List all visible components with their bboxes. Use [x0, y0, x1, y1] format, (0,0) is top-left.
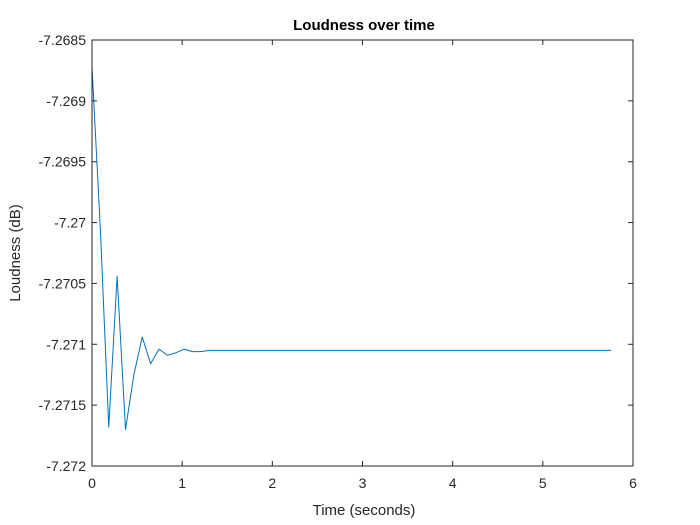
- y-axis-label: Loudness (dB): [7, 204, 24, 302]
- loudness-series-line: [91, 66, 612, 430]
- x-tick-label: 1: [178, 475, 186, 491]
- x-axis-label: Time (seconds): [313, 502, 416, 519]
- x-tick-label: 5: [539, 475, 547, 491]
- y-tick-label: -7.27: [54, 215, 86, 231]
- x-tick-label: 3: [359, 475, 367, 491]
- x-tick-label: 2: [268, 475, 276, 491]
- y-tick-label: -7.2685: [39, 32, 87, 48]
- y-tick-label: -7.2705: [39, 275, 87, 291]
- x-tick-label: 6: [629, 475, 637, 491]
- y-tick-label: -7.272: [46, 458, 86, 474]
- y-tick-label: -7.269: [46, 93, 86, 109]
- y-tick-label: -7.2715: [39, 397, 87, 413]
- y-tick-label: -7.2695: [39, 154, 87, 170]
- plot-background: [92, 40, 633, 466]
- x-tick-label: 4: [449, 475, 457, 491]
- chart-title: Loudness over time: [293, 17, 435, 34]
- y-tick-label: -7.271: [46, 336, 86, 352]
- x-tick-label: 0: [88, 475, 96, 491]
